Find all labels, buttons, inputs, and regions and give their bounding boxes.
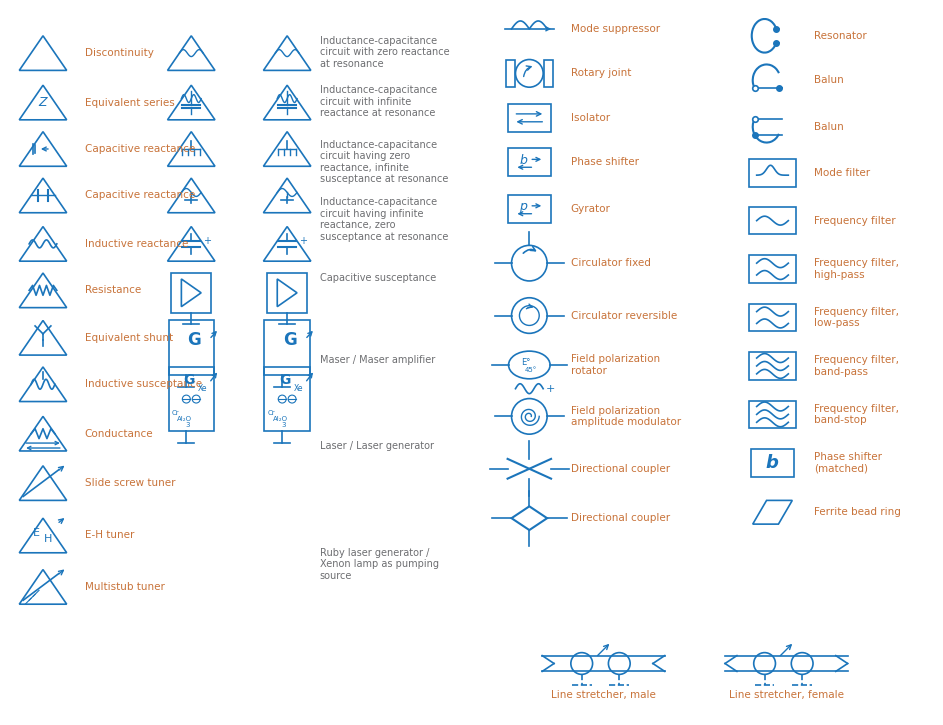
Text: Balun: Balun xyxy=(814,122,844,132)
Bar xyxy=(264,320,310,375)
Text: 3: 3 xyxy=(186,423,190,428)
Text: Inductance-capacitance
circuit with infinite
reactance at resonance: Inductance-capacitance circuit with infi… xyxy=(320,86,437,118)
Text: Multistub tuner: Multistub tuner xyxy=(85,582,164,592)
Bar xyxy=(169,367,214,431)
Text: Directional coupler: Directional coupler xyxy=(571,513,670,523)
Bar xyxy=(507,195,551,223)
Text: Xe: Xe xyxy=(198,384,207,393)
Bar xyxy=(751,449,794,476)
Text: Inductance-capacitance
circuit having zero
reactance, infinite
susceptance at re: Inductance-capacitance circuit having ze… xyxy=(320,140,448,184)
Text: Frequency filter,
band-stop: Frequency filter, band-stop xyxy=(814,404,899,425)
Bar xyxy=(749,160,796,187)
Text: Frequency filter,
high-pass: Frequency filter, high-pass xyxy=(814,258,899,280)
Bar xyxy=(169,320,214,375)
Text: Inductance-capacitance
circuit having infinite
reactance, zero
susceptance at re: Inductance-capacitance circuit having in… xyxy=(320,197,448,241)
Text: +: + xyxy=(203,236,211,246)
Text: 3: 3 xyxy=(281,423,286,428)
Bar xyxy=(264,367,310,431)
Text: G: G xyxy=(279,373,290,387)
Text: Phase shifter: Phase shifter xyxy=(571,157,638,167)
Text: b: b xyxy=(520,154,527,167)
Bar xyxy=(544,59,553,87)
Text: b: b xyxy=(765,454,778,472)
Text: p: p xyxy=(520,200,527,213)
Text: Equivalent series: Equivalent series xyxy=(85,98,174,107)
Text: Inductive reactance: Inductive reactance xyxy=(85,239,188,249)
Text: E: E xyxy=(33,528,40,537)
Text: Z: Z xyxy=(39,96,47,109)
Text: Frequency filter,
low-pass: Frequency filter, low-pass xyxy=(814,307,899,328)
Text: Discontinuity: Discontinuity xyxy=(85,48,154,58)
Text: Ferrite bead ring: Ferrite bead ring xyxy=(814,507,901,517)
Text: Balun: Balun xyxy=(814,75,844,86)
Text: Field polarization
rotator: Field polarization rotator xyxy=(571,355,660,376)
Text: Directional coupler: Directional coupler xyxy=(571,464,670,473)
Text: Capacitive susceptance: Capacitive susceptance xyxy=(320,273,436,283)
Text: E-H tuner: E-H tuner xyxy=(85,531,134,541)
Text: Slide screw tuner: Slide screw tuner xyxy=(85,478,175,488)
Text: Inductive susceptance: Inductive susceptance xyxy=(85,379,202,389)
Text: E°: E° xyxy=(521,357,530,367)
Text: Frequency filter: Frequency filter xyxy=(814,215,896,225)
Text: G: G xyxy=(184,373,195,387)
Text: Phase shifter
(matched): Phase shifter (matched) xyxy=(814,452,882,473)
Text: Circulator fixed: Circulator fixed xyxy=(571,258,651,268)
Text: Maser / Maser amplifier: Maser / Maser amplifier xyxy=(320,355,435,365)
Text: Resistance: Resistance xyxy=(85,286,141,295)
Text: Field polarization
amplitude modulator: Field polarization amplitude modulator xyxy=(571,405,681,427)
Bar xyxy=(172,273,211,312)
Text: Gyrator: Gyrator xyxy=(571,204,611,214)
Text: Circulator reversible: Circulator reversible xyxy=(571,310,677,320)
Text: +: + xyxy=(546,384,555,394)
Text: Capacitive reactance: Capacitive reactance xyxy=(85,144,195,154)
Text: G: G xyxy=(188,331,201,349)
Text: Cr: Cr xyxy=(172,410,179,416)
Text: G: G xyxy=(283,331,297,349)
Bar xyxy=(749,207,796,234)
Bar xyxy=(507,104,551,132)
Text: Mode filter: Mode filter xyxy=(814,168,870,178)
Text: Ruby laser generator /
Xenon lamp as pumping
source: Ruby laser generator / Xenon lamp as pum… xyxy=(320,548,438,581)
Text: Capacitive reactance: Capacitive reactance xyxy=(85,191,195,200)
Bar xyxy=(268,273,306,312)
Text: Al₂O: Al₂O xyxy=(177,416,192,422)
Text: Mode suppressor: Mode suppressor xyxy=(571,24,660,34)
Bar xyxy=(505,59,515,87)
Text: Line stretcher, male: Line stretcher, male xyxy=(551,690,656,700)
Text: 45°: 45° xyxy=(525,367,538,373)
Bar xyxy=(749,352,796,380)
Text: Rotary joint: Rotary joint xyxy=(571,68,631,78)
Text: +: + xyxy=(299,236,307,246)
Text: Line stretcher, female: Line stretcher, female xyxy=(729,690,844,700)
Text: Equivalent shunt: Equivalent shunt xyxy=(85,333,173,343)
Bar xyxy=(749,304,796,331)
Text: H: H xyxy=(43,534,52,544)
Text: Frequency filter,
band-pass: Frequency filter, band-pass xyxy=(814,355,899,377)
Text: Inductance-capacitance
circuit with zero reactance
at resonance: Inductance-capacitance circuit with zero… xyxy=(320,36,450,69)
Text: Cr: Cr xyxy=(268,410,275,416)
Bar xyxy=(749,255,796,283)
Text: Conductance: Conductance xyxy=(85,428,153,439)
Text: Isolator: Isolator xyxy=(571,113,610,123)
Bar xyxy=(507,149,551,176)
Text: Laser / Laser generator: Laser / Laser generator xyxy=(320,441,434,451)
Text: Al₂O: Al₂O xyxy=(273,416,289,422)
Text: Xe: Xe xyxy=(294,384,304,393)
Bar xyxy=(749,400,796,428)
Text: Resonator: Resonator xyxy=(814,30,867,41)
